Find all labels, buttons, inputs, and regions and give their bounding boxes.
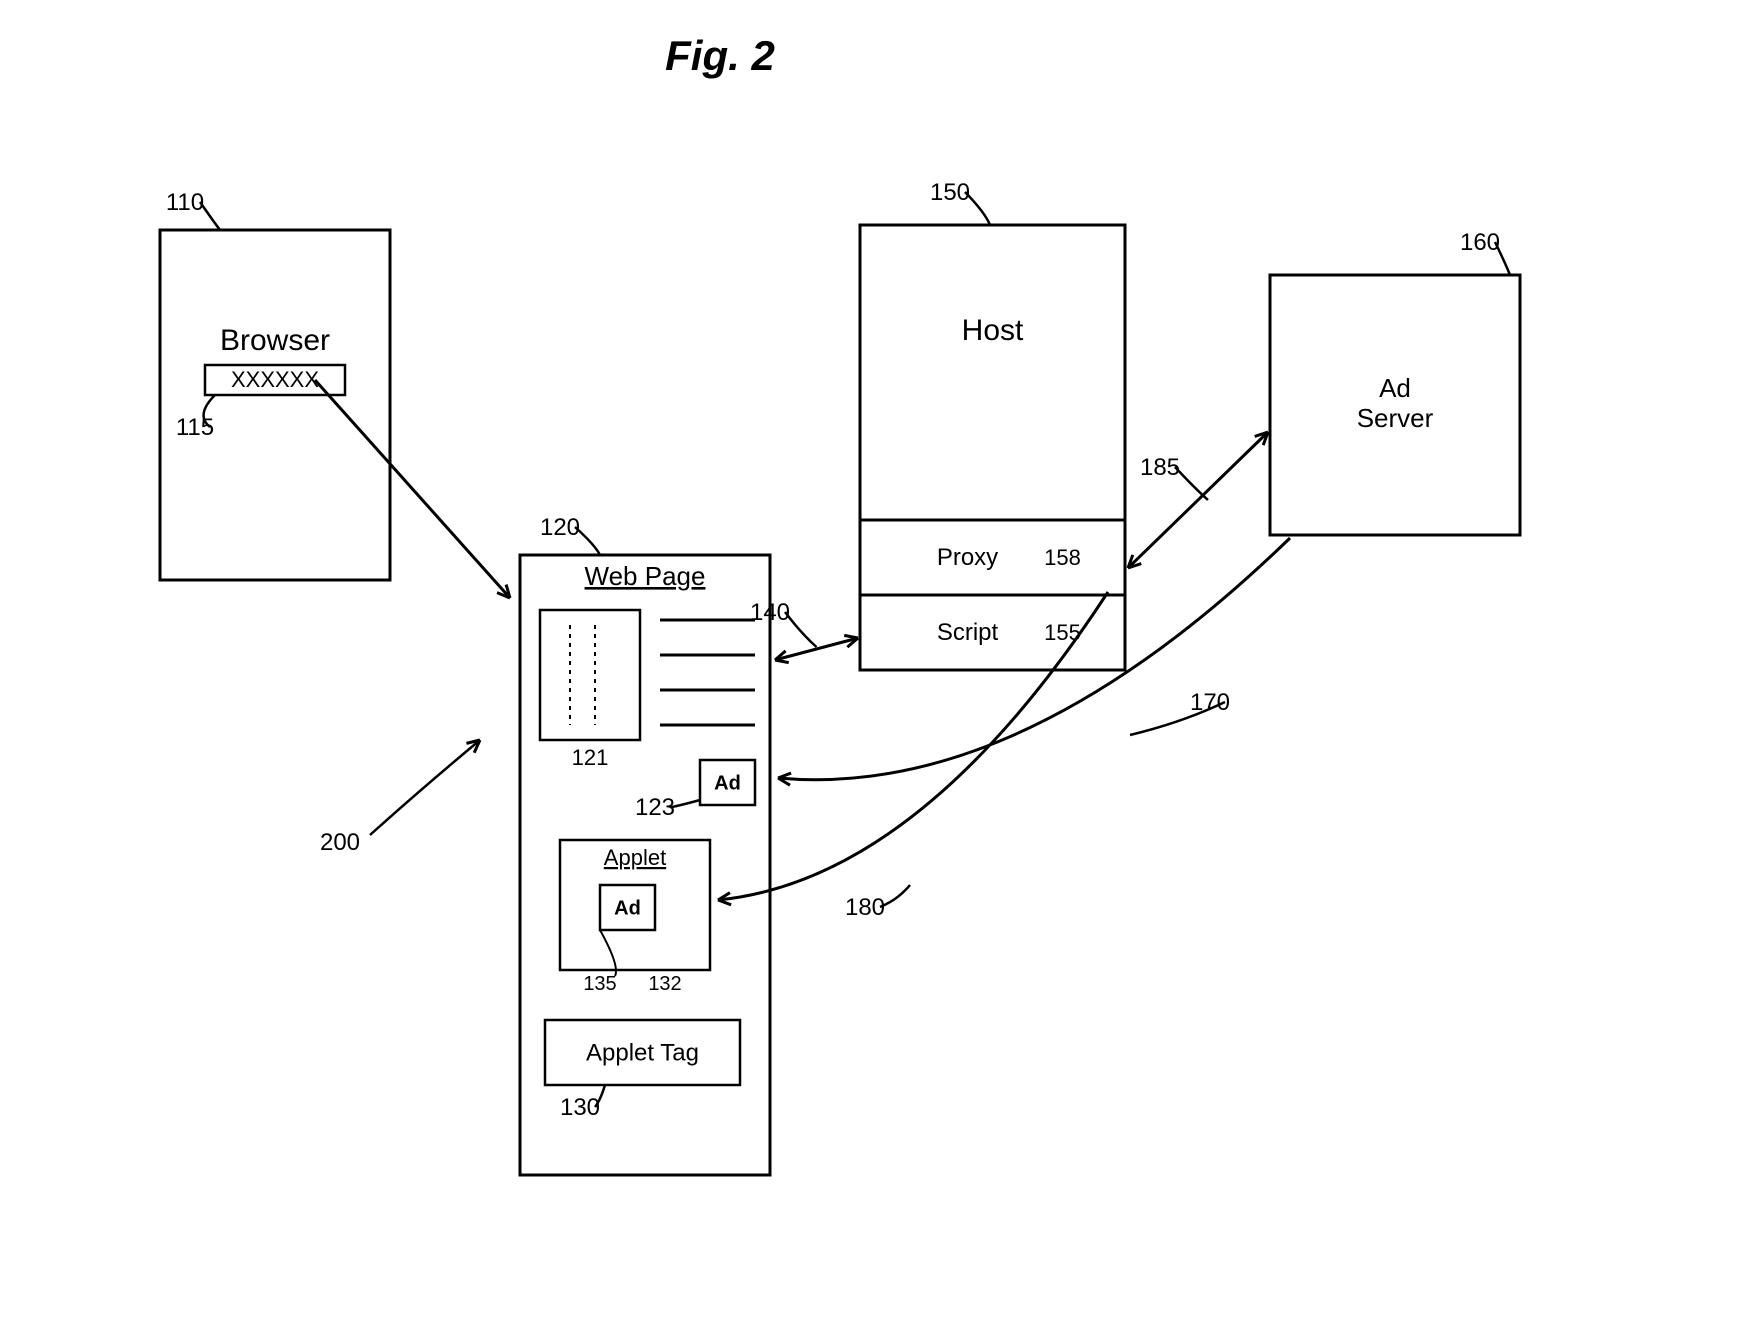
svg-text:158: 158 [1044, 545, 1081, 570]
svg-text:140: 140 [750, 599, 790, 626]
svg-text:185: 185 [1140, 454, 1180, 481]
svg-text:Script: Script [937, 619, 999, 646]
svg-text:180: 180 [845, 894, 885, 921]
svg-text:Host: Host [962, 314, 1024, 347]
svg-text:Ad: Ad [714, 773, 741, 795]
svg-text:120: 120 [540, 514, 580, 541]
svg-text:130: 130 [560, 1094, 600, 1121]
svg-text:121: 121 [572, 745, 609, 770]
svg-text:Browser: Browser [220, 324, 330, 357]
svg-text:123: 123 [635, 794, 675, 821]
svg-text:150: 150 [930, 179, 970, 206]
svg-text:Proxy: Proxy [937, 544, 998, 571]
svg-text:XXXXXX: XXXXXX [231, 367, 319, 392]
svg-text:Server: Server [1357, 403, 1434, 433]
svg-text:Applet Tag: Applet Tag [586, 1040, 699, 1067]
svg-text:132: 132 [648, 973, 681, 995]
svg-text:115: 115 [176, 414, 214, 441]
svg-text:110: 110 [166, 189, 204, 216]
svg-text:Web Page: Web Page [585, 561, 706, 591]
svg-text:135: 135 [583, 973, 616, 995]
svg-text:Applet: Applet [604, 845, 666, 870]
svg-text:Ad: Ad [614, 898, 641, 920]
svg-text:Fig. 2: Fig. 2 [665, 32, 775, 79]
svg-text:200: 200 [320, 829, 360, 856]
svg-text:Ad: Ad [1379, 373, 1411, 403]
